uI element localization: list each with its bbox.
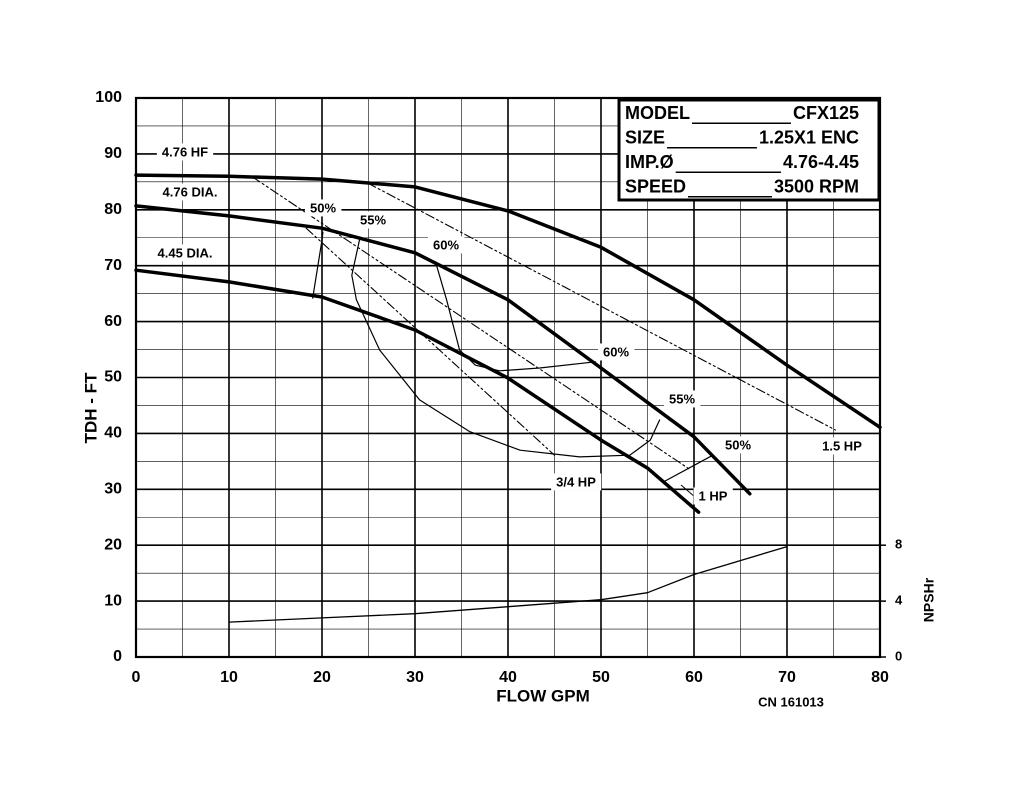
label-background xyxy=(156,143,214,161)
y2-tick-label: 4 xyxy=(895,593,903,608)
y-axis-title: TDH - FT xyxy=(81,372,100,443)
label-background xyxy=(354,211,392,229)
y-tick-label: 80 xyxy=(104,201,122,218)
info-value: 1.25X1 ENC xyxy=(759,128,859,148)
curve-label: 50% xyxy=(310,200,336,215)
x-tick-label: 80 xyxy=(871,669,889,686)
power-line xyxy=(251,176,691,471)
efficiency-curve xyxy=(351,236,661,458)
plot-frame xyxy=(134,96,882,659)
label-background xyxy=(304,199,342,217)
power-line xyxy=(305,227,556,456)
label-background xyxy=(597,343,635,361)
label-background xyxy=(663,390,701,408)
y-tick-label: 20 xyxy=(104,536,122,553)
curve-label: 60% xyxy=(433,237,459,252)
curve-label: 55% xyxy=(669,391,695,406)
y-tick-label: 50 xyxy=(104,369,122,386)
curve-label: 1.5 HP xyxy=(822,438,862,453)
x-tick-label: 50 xyxy=(592,669,610,686)
curve-label: 3/4 HP xyxy=(556,474,596,489)
label-background xyxy=(551,473,602,491)
x-tick-label: 10 xyxy=(220,669,238,686)
x-tick-label: 60 xyxy=(685,669,703,686)
curve-label: 4.76 HF xyxy=(162,144,208,159)
info-value: 3500 RPM xyxy=(774,177,859,197)
efficiency-curve xyxy=(434,261,596,372)
y-tick-label: 10 xyxy=(104,592,122,609)
info-key: SPEED xyxy=(625,177,686,197)
y2-tick-label: 8 xyxy=(895,537,902,552)
curve-label: 50% xyxy=(725,437,751,452)
info-key: IMP.Ø xyxy=(625,152,674,172)
y-tick-label: 40 xyxy=(104,425,122,442)
power-line xyxy=(367,182,836,431)
x-tick-label: 0 xyxy=(132,669,141,686)
leader-line xyxy=(680,484,696,498)
info-value: CFX125 xyxy=(793,103,859,123)
label-background xyxy=(427,236,465,254)
label-background xyxy=(152,244,218,262)
x-axis-title: FLOW GPM xyxy=(496,686,589,705)
y-tick-label: 90 xyxy=(104,145,122,162)
curve-label: 4.45 DIA. xyxy=(158,245,213,260)
x-tick-label: 70 xyxy=(778,669,796,686)
y2-tick-label: 0 xyxy=(895,648,902,663)
y-tick-label: 60 xyxy=(104,313,122,330)
label-background xyxy=(157,183,223,201)
note: CN 161013 xyxy=(758,694,824,709)
curve-label: 4.76 DIA. xyxy=(163,184,218,199)
label-background xyxy=(719,436,757,454)
x-tick-label: 20 xyxy=(313,669,331,686)
y-tick-label: 100 xyxy=(95,89,122,106)
x-tick-label: 30 xyxy=(406,669,424,686)
info-key: MODEL xyxy=(625,103,690,123)
head-curve xyxy=(134,268,701,514)
label-background xyxy=(817,437,868,455)
y-tick-label: 30 xyxy=(104,481,122,498)
npshr-curve xyxy=(228,545,788,623)
y-tick-label: 0 xyxy=(113,648,122,665)
x-tick-label: 40 xyxy=(499,669,517,686)
curve-label: 60% xyxy=(603,344,629,359)
efficiency-curve xyxy=(312,231,713,483)
head-curve xyxy=(134,204,752,496)
info-key: SIZE xyxy=(625,128,665,148)
info-value: 4.76-4.45 xyxy=(783,152,859,172)
label-background xyxy=(693,487,733,505)
y-tick-label: 70 xyxy=(104,257,122,274)
curve-label: 55% xyxy=(360,212,386,227)
info-box xyxy=(617,98,881,202)
y2-axis-title: NPSHr xyxy=(921,577,937,622)
head-curve xyxy=(134,173,882,430)
curve-label: 1 HP xyxy=(699,488,728,503)
